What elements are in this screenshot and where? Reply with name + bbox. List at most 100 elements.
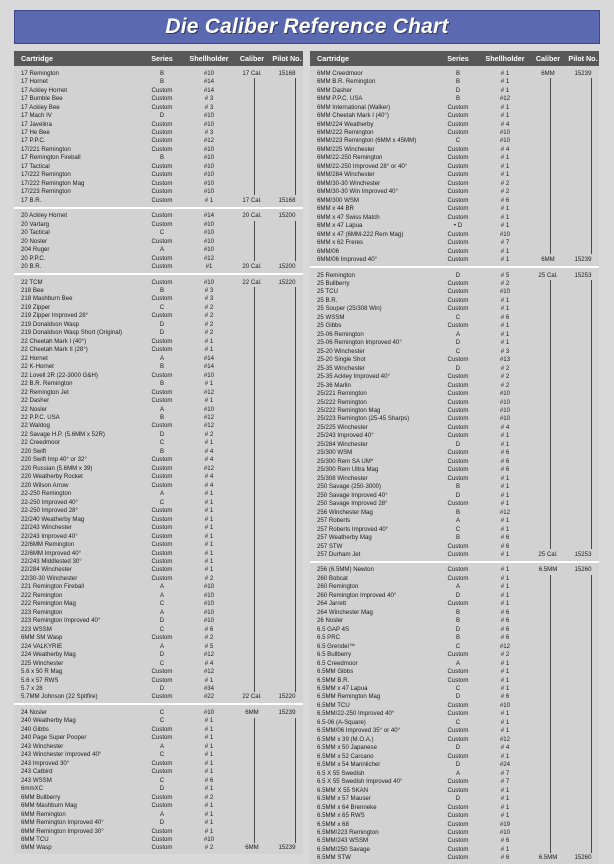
table-row[interactable]: 6.5MM x 50 Japanese D # 4 [310,744,599,752]
table-row[interactable]: 6.5MM B.R. Custom # 1 [310,676,599,684]
table-row[interactable]: 240 Weatherby Mag C # 1 [14,717,303,725]
table-row[interactable]: 6.5MM X 55 SKAN Custom # 1 [310,786,599,794]
table-row[interactable]: 6MM Cheetah Mark I (40°) Custom # 1 [310,111,599,119]
table-row[interactable]: 22 Waldog Custom #12 [14,422,303,430]
table-row[interactable]: 6MM x 44 BR Custom # 1 [310,205,599,213]
table-row[interactable]: 22-250 Improved 40° C # 1 [14,498,303,506]
table-row[interactable]: 220 Weatherby Rocket Custom # 4 [14,473,303,481]
table-row[interactable]: 6MM Mashburn Mag Custom # 1 [14,801,303,809]
table-row[interactable]: 6MM/30-30 Win Improved 40° Custom # 2 [310,188,599,196]
table-row[interactable]: 222 Remington A #10 [14,591,303,599]
table-row[interactable]: 223 WSSM C # 6 [14,625,303,633]
table-row[interactable]: 22 Remington Jet Custom #12 [14,388,303,396]
table-row[interactable]: 22-250 Remington A # 1 [14,490,303,498]
table-row[interactable]: 25/222 Remington Custom #10 [310,398,599,406]
table-row[interactable]: 5.6 x 57 RWS Custom # 1 [14,676,303,684]
table-row[interactable]: 20 Vartarg Custom #10 [14,220,303,228]
table-row[interactable]: 22 Cheetah Mark I (40°) Custom # 1 [14,337,303,345]
table-row[interactable]: 6.5MM/22-250 Improved 40° Custom # 1 [310,710,599,718]
table-row[interactable]: 25-35 Winchester D # 2 [310,364,599,372]
table-row[interactable]: 22/284 Winchester Custom # 1 [14,566,303,574]
table-row[interactable]: 6MM x 47 Swiss Match Custom # 1 [310,213,599,221]
table-row[interactable]: 6.5 Bullberry Custom # 2 [310,650,599,658]
table-row[interactable]: 20 Nosler Custom #10 [14,237,303,245]
table-row[interactable]: 6.5 Creedmoor A # 1 [310,659,599,667]
table-row[interactable]: 6.5-06 (A-Square) C # 1 [310,718,599,726]
table-row[interactable]: 6.5 Grendel™ C #12 [310,642,599,650]
table-row[interactable]: 6MM Dasher D # 1 [310,86,599,94]
table-row[interactable]: 243 Improved 30° Custom # 1 [14,759,303,767]
table-row[interactable]: 25/308 Winchester Custom # 1 [310,474,599,482]
table-row[interactable]: 6.5 X 55 Swedish A # 7 [310,769,599,777]
table-row[interactable]: 6MM/06 Improved 40° Custom # 1 6MM 15239 [310,255,599,263]
table-row[interactable]: 25 Gibbs Custom # 1 [310,322,599,330]
table-row[interactable]: 6MM/22-250 Improved 28° or 40° Custom # 1 [310,162,599,170]
table-row[interactable]: 6MM/30-30 Winchester Custom # 2 [310,179,599,187]
table-row[interactable]: 25/223 Remington (25-45 Sharps) Custom #10 [310,415,599,423]
table-row[interactable]: 223 Remington Improved 40° D #10 [14,617,303,625]
table-row[interactable]: 260 Bobcat Custom # 1 [310,574,599,582]
table-row[interactable]: 6MM Bullberry Custom # 2 [14,793,303,801]
table-row[interactable]: 22/30-30 Winchester Custom # 2 [14,574,303,582]
table-row[interactable]: 6MM/225 Winchester Custom # 4 [310,145,599,153]
table-row[interactable]: 17 Ackley Bee Custom # 3 [14,103,303,111]
table-row[interactable]: 17 Remington Fireball B #10 [14,154,303,162]
table-row[interactable]: 250 Savage Improved 40° D # 1 [310,491,599,499]
table-row[interactable]: 6MM Wasp Custom # 2 6MM 15239 [14,844,303,852]
table-row[interactable]: 25/221 Remington Custom #10 [310,389,599,397]
table-row[interactable]: 17 Remington B #10 17 Cal. 15168 [14,69,303,77]
table-row[interactable]: 6MM/223 Remington (6MM x 45MM) C #10 [310,137,599,145]
table-row[interactable]: 6MM International (Walker) Custom # 1 [310,103,599,111]
table-row[interactable]: 219 Donaldson Wasp D # 2 [14,320,303,328]
table-row[interactable]: 22 Hornet A #14 [14,354,303,362]
table-row[interactable]: 22 TCM Custom #10 22 Cal. 15220 [14,278,303,286]
table-row[interactable]: 25 Souper (25/308 Win) Custom # 1 [310,305,599,313]
table-row[interactable]: 6MM TCU Custom #10 [14,835,303,843]
table-row[interactable]: 25-06 Remington Improved 40° D # 1 [310,339,599,347]
table-row[interactable]: 243 WSSM C # 6 [14,776,303,784]
table-row[interactable]: 22/243 Improved 40° Custom # 1 [14,532,303,540]
table-row[interactable]: 6MM/284 Winchester Custom # 1 [310,171,599,179]
table-row[interactable]: 20 B.R. Custom #1 20 Cal. 15200 [14,262,303,270]
table-row[interactable]: 260 Remington A # 1 [310,583,599,591]
table-row[interactable]: 224 Weatherby Mag D #12 [14,650,303,658]
table-row[interactable]: 25/300 Rem SA UM* Custom # 6 [310,457,599,465]
table-row[interactable]: 22 Dasher Custom # 1 [14,396,303,404]
table-row[interactable]: 6.5MM/223 Remington Custom #10 [310,828,599,836]
table-row[interactable]: 22 P.P.C. USA B #12 [14,413,303,421]
table-row[interactable]: 6MM B.R. Remington B # 1 [310,77,599,85]
table-row[interactable]: 257 Roberts A # 1 [310,516,599,524]
table-row[interactable]: 17/221 Remington Custom #10 [14,145,303,153]
table-row[interactable]: 25/225 Winchester Custom # 4 [310,423,599,431]
table-row[interactable]: 22/6MM Remington Custom # 1 [14,540,303,548]
table-row[interactable]: 6.5 GAP 4S D # 6 [310,625,599,633]
table-row[interactable]: 25/284 Winchester D # 1 [310,440,599,448]
table-row[interactable]: 260 Remington Improved 40° D # 1 [310,591,599,599]
table-row[interactable]: 22 B.R. Remington B # 1 [14,379,303,387]
table-row[interactable]: 17/222 Remington Custom #10 [14,171,303,179]
table-row[interactable]: 218 Mashburn Bee Custom # 3 [14,295,303,303]
table-row[interactable]: 17 B.R. Custom # 1 17 Cal. 15168 [14,196,303,204]
table-row[interactable]: 218 Bee B # 3 [14,286,303,294]
table-row[interactable]: 6.5MM x 57 Mauser D # 1 [310,794,599,802]
table-row[interactable]: 20 Tactical C #10 [14,228,303,236]
table-row[interactable]: 225 Winchester C # 4 [14,659,303,667]
table-row[interactable]: 219 Donaldson Wasp Short (Original) D # 2 [14,329,303,337]
table-row[interactable]: 257 Roberts Improved 40° C # 1 [310,525,599,533]
table-row[interactable]: 25/222 Remington Mag Custom #10 [310,406,599,414]
table-row[interactable]: 257 Durham Jet Custom # 1 25 Cal. 15253 [310,550,599,558]
table-row[interactable]: 25 WSSM C # 6 [310,313,599,321]
table-row[interactable]: 5.7MM Johnson (22 Spitfire) Custom #22 22 C… [14,693,303,701]
table-row[interactable]: 5.7 x 28 D #34 [14,684,303,692]
table-row[interactable]: 24 Nosler C #10 6MM 15239 [14,708,303,716]
table-row[interactable]: 17 Bumble Bee Custom # 3 [14,94,303,102]
table-row[interactable]: 257 Weatherby Mag B # 6 [310,533,599,541]
table-row[interactable]: 6.5MM/06 Improved 35° or 40° Custom # 1 [310,727,599,735]
table-row[interactable]: 25-36 Marlin Custom # 2 [310,381,599,389]
table-row[interactable]: 223 Remington A #10 [14,608,303,616]
table-row[interactable]: 25 TCU Custom #10 [310,288,599,296]
table-row[interactable]: 17/223 Remington Custom #10 [14,188,303,196]
table-row[interactable]: 264 Winchester Mag B # 6 [310,608,599,616]
table-row[interactable]: 22/243 Middlested 30° Custom # 1 [14,557,303,565]
table-row[interactable]: 6MM P.P.C. USA B #12 [310,94,599,102]
